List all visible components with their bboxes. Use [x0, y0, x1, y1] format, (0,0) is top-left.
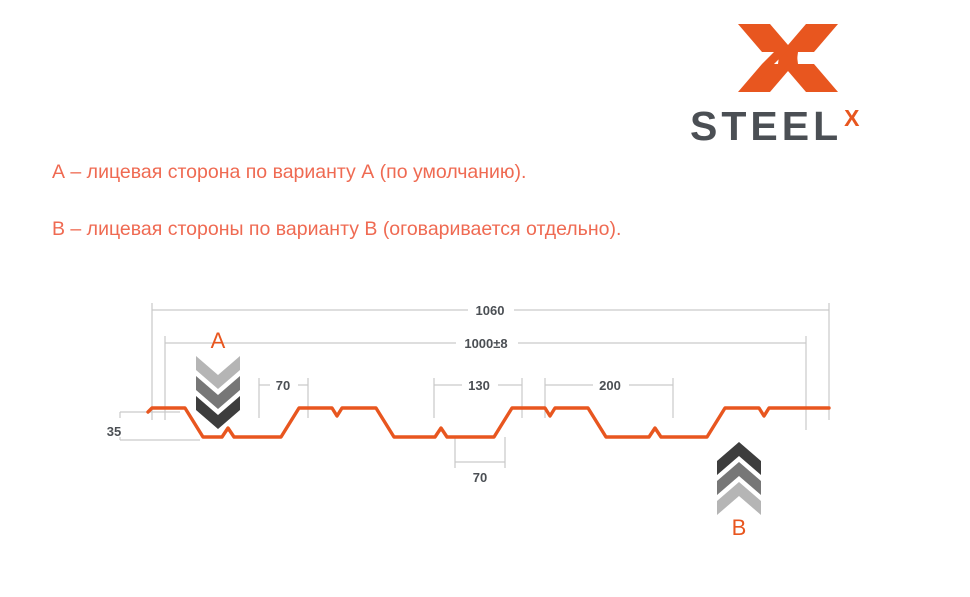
note-variant-a: А – лицевая сторона по варианту А (по ум… — [52, 161, 527, 183]
marker-a-chevron-2 — [196, 376, 240, 409]
dim-200-label: 200 — [599, 378, 621, 393]
steelx-logo-mark-icon — [728, 18, 848, 98]
dim-130-label: 130 — [468, 378, 490, 393]
brand-logo: STEEL X — [690, 18, 905, 148]
marker-b-chevron-2 — [717, 462, 761, 495]
marker-b-chevron-1 — [717, 442, 761, 475]
dim-70-top-label: 70 — [276, 378, 290, 393]
marker-a-chevron-3 — [196, 396, 240, 429]
marker-a-label: А — [211, 328, 226, 353]
logo-wordmark: STEEL X — [690, 106, 905, 150]
dim-1000-label: 1000±8 — [464, 336, 507, 351]
sheet-profile-outline — [146, 406, 831, 439]
marker-a: А — [196, 328, 240, 429]
note-variant-b: В – лицевая стороны по варианту В (огова… — [52, 218, 622, 240]
logo-mark-svg — [738, 24, 838, 92]
marker-b: В — [717, 442, 761, 540]
dim-1060-label: 1060 — [476, 303, 505, 318]
logo-wordmark-text: STEEL — [690, 103, 843, 149]
logo-s-shape — [760, 32, 816, 80]
dimension-labels: 1060 1000±8 70 130 200 70 35 — [107, 303, 621, 485]
logo-wordmark-superscript: X — [844, 105, 860, 131]
dimension-text-backgrounds — [106, 300, 629, 437]
dim-70-bottom-label: 70 — [473, 470, 487, 485]
dim-35-label: 35 — [107, 424, 121, 439]
marker-b-chevron-3 — [717, 482, 761, 515]
marker-a-chevron-1 — [196, 356, 240, 389]
marker-b-label: В — [732, 515, 747, 540]
